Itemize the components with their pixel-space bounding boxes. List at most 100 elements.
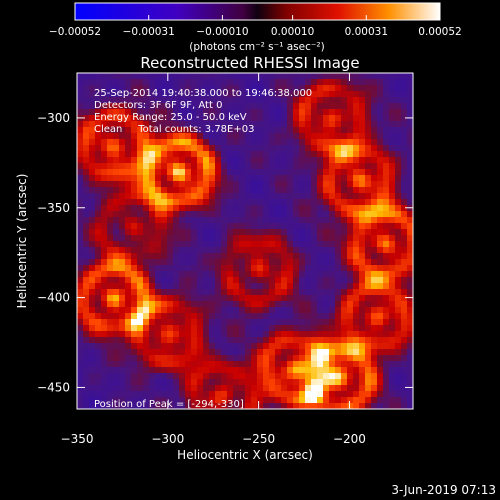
heatmap-cell bbox=[209, 91, 216, 98]
heatmap-cell bbox=[197, 391, 204, 398]
heatmap-cell bbox=[257, 343, 264, 350]
heatmap-cell bbox=[161, 259, 168, 266]
heatmap-cell bbox=[245, 397, 252, 404]
heatmap-cell bbox=[173, 301, 180, 308]
heatmap-cell bbox=[323, 397, 330, 404]
heatmap-cell bbox=[143, 289, 150, 296]
heatmap-cell bbox=[185, 373, 192, 380]
heatmap-cell bbox=[197, 85, 204, 92]
heatmap-cell bbox=[263, 181, 270, 188]
heatmap-cell bbox=[95, 313, 102, 320]
heatmap-cell bbox=[383, 319, 390, 326]
heatmap-cell bbox=[215, 205, 222, 212]
heatmap-cell bbox=[287, 91, 294, 98]
heatmap-cell bbox=[311, 367, 318, 374]
heatmap-cell bbox=[317, 247, 324, 254]
heatmap-cell bbox=[269, 331, 276, 338]
heatmap-cell bbox=[305, 355, 312, 362]
heatmap-cell bbox=[209, 235, 216, 242]
heatmap-cell bbox=[305, 187, 312, 194]
heatmap-cell bbox=[107, 103, 114, 110]
heatmap-cell bbox=[365, 103, 372, 110]
heatmap-cell bbox=[317, 259, 324, 266]
heatmap-cell bbox=[281, 91, 288, 98]
heatmap-cell bbox=[233, 313, 240, 320]
heatmap-cell bbox=[83, 313, 90, 320]
heatmap-cell bbox=[245, 121, 252, 128]
heatmap-cell bbox=[173, 337, 180, 344]
heatmap-cell bbox=[155, 277, 162, 284]
heatmap-cell bbox=[371, 355, 378, 362]
heatmap-cell bbox=[227, 301, 234, 308]
heatmap-cell bbox=[155, 367, 162, 374]
heatmap-cell bbox=[95, 157, 102, 164]
heatmap-cell bbox=[299, 103, 306, 110]
heatmap-cell bbox=[365, 253, 372, 260]
heatmap-cell bbox=[83, 259, 90, 266]
heatmap-cell bbox=[77, 271, 84, 278]
heatmap-cell bbox=[107, 385, 114, 392]
heatmap-cell bbox=[245, 97, 252, 104]
heatmap-cell bbox=[251, 379, 258, 386]
heatmap-cell bbox=[275, 271, 282, 278]
heatmap-cell bbox=[125, 205, 132, 212]
heatmap-cell bbox=[329, 355, 336, 362]
heatmap-cell bbox=[263, 337, 270, 344]
heatmap-cell bbox=[119, 403, 126, 409]
heatmap-cell bbox=[317, 271, 324, 278]
heatmap-cell bbox=[215, 169, 222, 176]
heatmap-cell bbox=[275, 217, 282, 224]
heatmap-cell bbox=[347, 355, 354, 362]
heatmap-cell bbox=[395, 103, 402, 110]
x-tick-label: −250 bbox=[242, 432, 275, 446]
heatmap-cell bbox=[233, 283, 240, 290]
heatmap-cell bbox=[161, 187, 168, 194]
heatmap-cell bbox=[191, 73, 198, 80]
heatmap-cell bbox=[293, 319, 300, 326]
heatmap-cell bbox=[251, 277, 258, 284]
heatmap-cell bbox=[269, 199, 276, 206]
heatmap-cell bbox=[239, 97, 246, 104]
heatmap-cell bbox=[389, 385, 396, 392]
heatmap-cell bbox=[173, 241, 180, 248]
heatmap-cell bbox=[401, 259, 408, 266]
heatmap-cell bbox=[383, 295, 390, 302]
y-tick-label: −400 bbox=[37, 291, 70, 305]
heatmap-cell bbox=[137, 337, 144, 344]
heatmap-cell bbox=[341, 175, 348, 182]
heatmap-cell bbox=[305, 127, 312, 134]
heatmap-cell bbox=[155, 163, 162, 170]
heatmap-cell bbox=[149, 277, 156, 284]
heatmap-cell bbox=[101, 229, 108, 236]
heatmap-cell bbox=[83, 403, 90, 409]
heatmap-cell bbox=[185, 199, 192, 206]
heatmap-cell bbox=[107, 295, 114, 302]
heatmap-cell bbox=[239, 199, 246, 206]
heatmap-cell bbox=[311, 277, 318, 284]
heatmap-cell bbox=[167, 403, 174, 409]
heatmap-cell bbox=[395, 313, 402, 320]
heatmap-cell bbox=[299, 247, 306, 254]
heatmap-cell bbox=[395, 157, 402, 164]
heatmap-cell bbox=[227, 193, 234, 200]
heatmap-cell bbox=[299, 283, 306, 290]
heatmap-cell bbox=[83, 235, 90, 242]
heatmap-cell bbox=[359, 313, 366, 320]
heatmap-cell bbox=[179, 295, 186, 302]
heatmap-cell bbox=[305, 139, 312, 146]
heatmap-cell bbox=[173, 271, 180, 278]
heatmap-cell bbox=[335, 259, 342, 266]
heatmap-cell bbox=[215, 319, 222, 326]
heatmap-cell bbox=[203, 319, 210, 326]
heatmap-cell bbox=[365, 331, 372, 338]
heatmap-cell bbox=[245, 361, 252, 368]
heatmap-cell bbox=[293, 355, 300, 362]
heatmap-cell bbox=[287, 259, 294, 266]
heatmap-cell bbox=[371, 97, 378, 104]
heatmap-cell bbox=[119, 223, 126, 230]
heatmap-cell bbox=[263, 241, 270, 248]
heatmap-cell bbox=[215, 85, 222, 92]
heatmap-cell bbox=[125, 151, 132, 158]
heatmap-cell bbox=[389, 355, 396, 362]
heatmap-cell bbox=[221, 205, 228, 212]
